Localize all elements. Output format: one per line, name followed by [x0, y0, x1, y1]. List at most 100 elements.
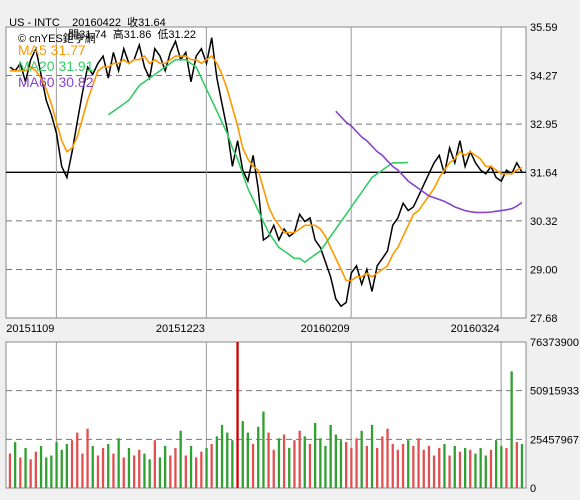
series-line-ma20: [107, 58, 409, 264]
volume-bar: [158, 457, 162, 488]
volume-bar: [24, 447, 27, 488]
volume-bar: [76, 432, 79, 488]
volume-bar: [45, 457, 48, 488]
volume-bar: [432, 455, 436, 488]
date-tick-label: 20151223: [156, 323, 205, 335]
series-line-ma60: [335, 110, 523, 214]
legend-ma5: MA5 31.77: [18, 42, 86, 58]
volume-bar: [205, 447, 208, 488]
volume-bar: [500, 445, 503, 488]
volume-bar: [70, 440, 74, 488]
volume-bar: [282, 434, 286, 488]
volume-bar: [329, 424, 332, 488]
volume-bar: [479, 447, 482, 488]
volume-bar: [241, 421, 244, 488]
volume-bar: [314, 423, 317, 488]
volume-bar: [350, 447, 353, 488]
volume-bar: [112, 453, 115, 488]
volume-bar: [34, 451, 37, 488]
volume-bar: [407, 440, 410, 488]
volume-bar: [65, 444, 68, 488]
volume-bar: [365, 445, 368, 488]
volume-bar: [246, 432, 249, 488]
volume-bar: [515, 442, 518, 488]
volume-bar: [319, 438, 322, 488]
legend-ma20: MA20 31.91: [18, 58, 94, 74]
date-tick-label: 20160209: [301, 323, 350, 335]
volume-bar: [189, 445, 193, 488]
volume-bar: [231, 440, 234, 488]
volume-bar: [122, 457, 125, 488]
volume-bar: [288, 447, 291, 488]
volume-bar: [386, 428, 389, 488]
volume-bar: [489, 449, 493, 488]
volume-bar: [164, 445, 167, 488]
volume-bar: [484, 455, 487, 488]
volume-tick-label: 76373900: [530, 337, 579, 349]
date-label: 20160422: [72, 17, 122, 29]
volume-bar: [453, 445, 456, 488]
volume-bar: [381, 436, 384, 488]
chart-header-line2: 開31.74 高31.86 低31.22: [62, 14, 196, 42]
volume-bar: [267, 432, 270, 488]
close-label: 收31.64: [127, 17, 166, 29]
volume-bar: [272, 449, 275, 488]
volume-bar: [117, 438, 120, 488]
volume-bar: [39, 445, 43, 488]
volume-bar: [215, 436, 218, 488]
volume-bar: [210, 444, 213, 488]
price-tick-label: 35.59: [530, 22, 558, 34]
series-line-ma5: [10, 54, 523, 282]
volume-bar: [91, 445, 94, 488]
volume-bar: [396, 449, 399, 488]
volume-tick-label: 25457967: [530, 434, 579, 446]
volume-bar: [107, 444, 110, 488]
volume-bar: [29, 459, 32, 488]
volume-bar: [50, 455, 53, 488]
volume-bar: [495, 440, 498, 488]
volume-bar: [417, 438, 420, 488]
volume-bar: [200, 451, 203, 488]
volume-bar: [293, 440, 296, 488]
open-label: 開31.74: [68, 29, 107, 41]
volume-bar: [298, 430, 301, 488]
volume-bar: [19, 457, 22, 488]
volume-bar: [355, 438, 358, 488]
volume-bar: [427, 445, 431, 488]
volume-bar: [510, 371, 513, 488]
volume-bar: [184, 455, 187, 488]
volume-bar: [236, 342, 239, 488]
volume-bar: [520, 444, 524, 488]
brand-label: © cnYES鉅亨網: [18, 33, 96, 45]
volume-bar: [443, 444, 446, 488]
volume-bar: [148, 459, 151, 488]
low-label: 低31.22: [157, 29, 196, 41]
price-tick-label: 31.64: [530, 167, 558, 179]
volume-bar: [127, 447, 131, 488]
price-tick-label: 27.68: [530, 313, 558, 325]
volume-bar: [303, 436, 306, 488]
volume-bar: [8, 453, 12, 488]
volume-bar: [220, 424, 224, 488]
volume-bar: [14, 442, 17, 488]
legend-ma60: MA60 30.82: [18, 74, 94, 90]
volume-bar: [324, 445, 327, 488]
volume-bar: [458, 451, 462, 488]
volume-bar: [81, 453, 84, 488]
date-tick-label: 20160324: [451, 323, 500, 335]
volume-bar: [376, 447, 379, 488]
price-tick-label: 29.00: [530, 264, 558, 276]
price-tick-label: 30.32: [530, 216, 558, 228]
volume-bar: [474, 453, 477, 488]
price-tick-label: 34.27: [530, 71, 558, 83]
series-line-close: [9, 37, 523, 308]
volume-bar: [60, 449, 63, 488]
volume-bar: [138, 449, 141, 488]
volume-bar: [464, 447, 467, 488]
high-label: 高31.86: [112, 29, 152, 41]
volume-bar: [195, 457, 198, 488]
volume-bar: [438, 447, 441, 488]
volume-bar: [174, 447, 177, 488]
volume-bar: [86, 428, 89, 488]
